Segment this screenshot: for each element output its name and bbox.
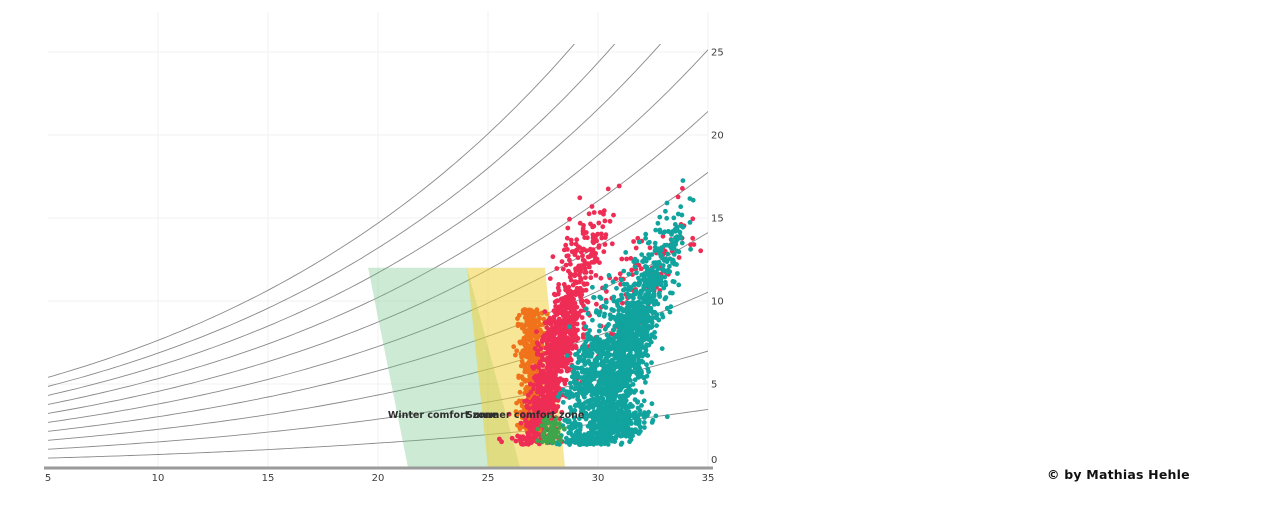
y-tick-label-10: 10 (711, 297, 724, 308)
x-tick-label-5: 5 (45, 473, 51, 484)
x-tick-label-30: 30 (592, 473, 605, 484)
rh-curve-100 (48, 44, 575, 378)
winter-comfort-zone-label: Winter comfort zone (388, 410, 498, 421)
x-tick-label-15: 15 (262, 473, 275, 484)
summer-comfort-zone-label: Summer comfort zone (466, 410, 584, 421)
x-tick-label-20: 20 (372, 473, 385, 484)
rh-curve-90 (48, 44, 616, 387)
y-tick-label-5: 5 (711, 380, 717, 391)
y-axis-tick-labels: 0 5 10 15 20 25 (711, 48, 724, 467)
x-axis-tick-labels: 5 10 15 20 25 30 35 (45, 473, 715, 484)
x-tick-label-35: 35 (702, 473, 715, 484)
scatter-series-teal-cluster (548, 178, 696, 447)
y-tick-label-15: 15 (711, 214, 724, 225)
rh-curve-70 (48, 49, 708, 405)
y-tick-label-25: 25 (711, 48, 724, 59)
rh-curve-60 (48, 111, 708, 414)
y-tick-label-20: 20 (711, 131, 724, 142)
copyright-text: © by Mathias Hehle (1047, 467, 1190, 482)
rh-curve-40 (48, 232, 708, 432)
scatter-series-red-cluster (497, 183, 704, 447)
winter-comfort-zone-region (368, 267, 520, 467)
y-tick-label-0: 0 (711, 455, 717, 466)
x-tick-label-25: 25 (482, 473, 495, 484)
rh-curve-80 (48, 44, 662, 396)
scatter-series-green-cluster (535, 414, 567, 446)
x-tick-label-10: 10 (152, 473, 165, 484)
